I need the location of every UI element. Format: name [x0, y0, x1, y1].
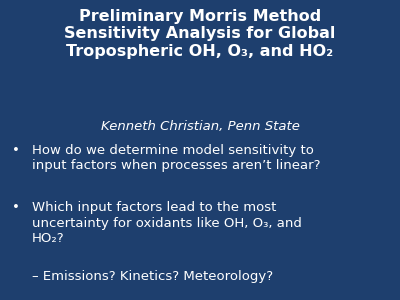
Text: Preliminary Morris Method
Sensitivity Analysis for Global
Tropospheric OH, O₃, a: Preliminary Morris Method Sensitivity An…: [64, 9, 336, 59]
Text: – Emissions? Kinetics? Meteorology?: – Emissions? Kinetics? Meteorology?: [32, 270, 273, 283]
Text: Which input factors lead to the most
uncertainty for oxidants like OH, O₃, and
H: Which input factors lead to the most unc…: [32, 201, 302, 245]
Text: Kenneth Christian, Penn State: Kenneth Christian, Penn State: [100, 120, 300, 133]
Text: How do we determine model sensitivity to
input factors when processes aren’t lin: How do we determine model sensitivity to…: [32, 144, 320, 172]
Text: •: •: [12, 201, 20, 214]
Text: •: •: [12, 144, 20, 157]
